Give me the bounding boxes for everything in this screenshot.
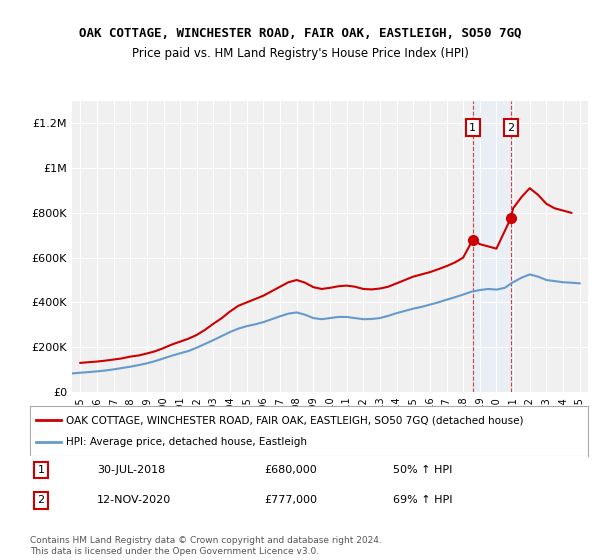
Text: Contains HM Land Registry data © Crown copyright and database right 2024.
This d: Contains HM Land Registry data © Crown c…	[30, 536, 382, 556]
Text: OAK COTTAGE, WINCHESTER ROAD, FAIR OAK, EASTLEIGH, SO50 7GQ: OAK COTTAGE, WINCHESTER ROAD, FAIR OAK, …	[79, 27, 521, 40]
Text: OAK COTTAGE, WINCHESTER ROAD, FAIR OAK, EASTLEIGH, SO50 7GQ (detached house): OAK COTTAGE, WINCHESTER ROAD, FAIR OAK, …	[66, 415, 524, 425]
Text: Price paid vs. HM Land Registry's House Price Index (HPI): Price paid vs. HM Land Registry's House …	[131, 46, 469, 60]
Text: HPI: Average price, detached house, Eastleigh: HPI: Average price, detached house, East…	[66, 437, 307, 447]
Text: £777,000: £777,000	[265, 495, 317, 505]
Text: 2: 2	[508, 123, 514, 133]
Bar	[473, 101, 511, 392]
Text: 69% ↑ HPI: 69% ↑ HPI	[392, 495, 452, 505]
Text: 12-NOV-2020: 12-NOV-2020	[97, 495, 171, 505]
Text: 50% ↑ HPI: 50% ↑ HPI	[392, 465, 452, 475]
Text: £680,000: £680,000	[265, 465, 317, 475]
Text: 2: 2	[38, 495, 45, 505]
Text: 1: 1	[469, 123, 476, 133]
Text: 1: 1	[38, 465, 44, 475]
Text: 30-JUL-2018: 30-JUL-2018	[97, 465, 165, 475]
